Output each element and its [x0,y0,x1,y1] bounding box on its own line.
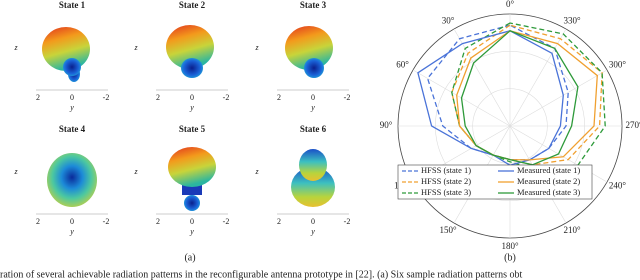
pattern-lobe [299,149,327,181]
tick-label: 0 [70,93,74,102]
subplot-title: State 6 [300,124,327,134]
subplot-title: State 5 [179,124,206,134]
legend-label: Measured (state 2) [517,176,580,186]
tick-label: -2 [344,93,351,102]
series-line [460,30,579,166]
theta-tick-label: 90° [380,120,393,130]
pattern-lobe [168,147,216,187]
legend-label: HFSS (state 3) [421,187,471,197]
legend-label: HFSS (state 2) [421,176,471,186]
axis-label: z [133,167,138,176]
theta-tick-label: 180° [501,241,519,251]
caption: ration of several achievable radiation p… [0,269,523,280]
pattern-lobe [181,58,203,78]
tick-label: -2 [344,217,351,226]
tick-label: -2 [103,217,110,226]
tick-label: 0 [70,217,74,226]
axis-label: y [69,227,74,236]
tick-label: -2 [223,217,230,226]
tick-label: 0 [311,93,315,102]
tick-label: 2 [156,93,160,102]
legend-label: HFSS (state 1) [421,165,471,175]
pattern-lobe [166,25,214,69]
polar-spoke [509,28,567,127]
tick-label: 2 [277,93,281,102]
series-line [417,30,564,166]
legend-label: Measured (state 3) [517,187,580,197]
polar-spoke [509,69,608,127]
subplot-title: State 4 [59,124,86,134]
pattern-lobe [184,195,200,211]
pattern-sphere [47,153,97,207]
tick-label: 2 [36,93,40,102]
tick-label: 0 [311,217,315,226]
tick-label: 2 [36,217,40,226]
theta-tick-label: 330° [563,15,581,25]
pattern-lobe [291,167,335,207]
tick-label: 0 [190,93,194,102]
legend-label: Measured (state 1) [517,165,580,175]
pattern-lobe [304,58,324,78]
axis-label: z [254,43,259,52]
pattern-lobe [285,26,333,70]
theta-tick-label: 150° [439,225,457,235]
legend-box [397,164,593,200]
axis-label: y [310,227,315,236]
axis-label: z [13,167,18,176]
polar-spoke [453,28,511,127]
axis-label: z [13,43,18,52]
panel-label: (a) [184,252,195,263]
subplot-title: State 2 [179,0,206,10]
tick-label: 2 [277,217,281,226]
theta-tick-label: 270° [625,120,640,130]
subplot-title: State 3 [300,0,327,10]
pattern-lobe [182,185,202,195]
axis-label: y [189,227,194,236]
theta-tick-label: 60° [396,60,409,70]
pattern-lobe [63,58,81,76]
axis-label: y [310,103,315,112]
tick-label: 2 [156,217,160,226]
axis-label: y [189,103,194,112]
axis-label: z [133,43,138,52]
series-line [451,22,606,171]
tick-label: -2 [103,93,110,102]
theta-tick-label: 240° [609,181,627,191]
subplot-title: State 1 [59,0,86,10]
theta-tick-label: 30° [442,15,455,25]
axis-label: z [254,167,259,176]
panel-label: (b) [504,252,516,263]
tick-label: 0 [190,217,194,226]
theta-tick-label: 0° [506,0,515,9]
theta-tick-label: 210° [563,225,581,235]
tick-label: -2 [223,93,230,102]
axis-label: y [69,103,74,112]
pattern-lobe [42,27,90,71]
theta-tick-label: 300° [609,60,627,70]
